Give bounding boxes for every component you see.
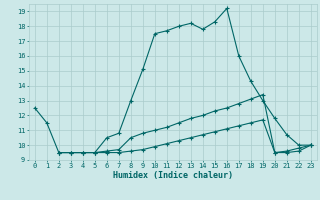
X-axis label: Humidex (Indice chaleur): Humidex (Indice chaleur) xyxy=(113,171,233,180)
